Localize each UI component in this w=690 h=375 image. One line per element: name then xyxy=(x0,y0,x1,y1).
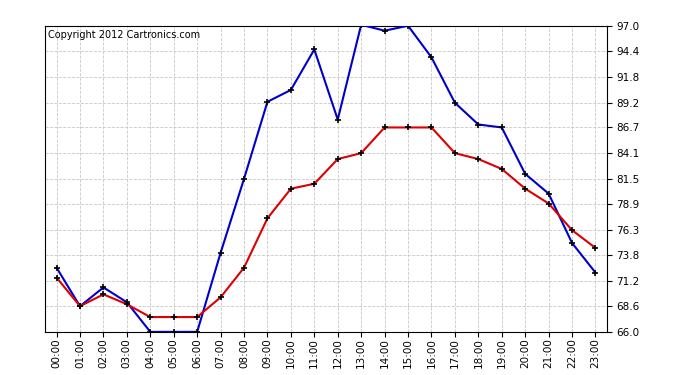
Text: Outdoor Temperature (Red) vs THSW Index (Blue) per Hour (24 Hours) 20120617: Outdoor Temperature (Red) vs THSW Index … xyxy=(41,4,649,18)
Text: Copyright 2012 Cartronics.com: Copyright 2012 Cartronics.com xyxy=(48,30,200,40)
